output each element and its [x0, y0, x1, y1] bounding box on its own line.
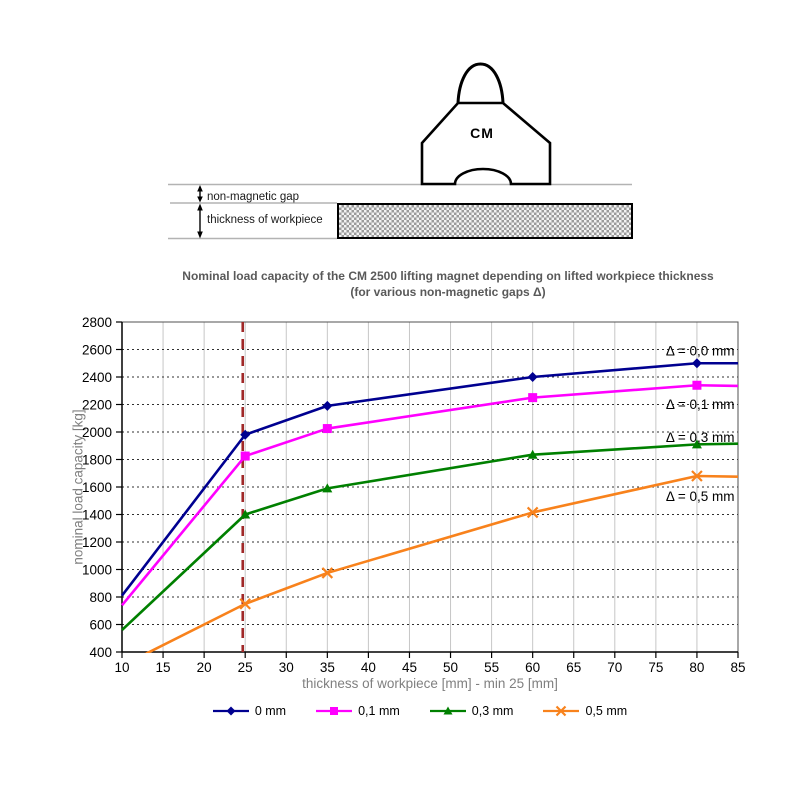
marker-square — [330, 707, 339, 715]
x-tick-label: 40 — [361, 660, 376, 675]
x-tick-label: 55 — [484, 660, 499, 675]
magnet-label: CM — [470, 125, 494, 141]
marker-diamond — [527, 372, 538, 382]
x-tick-label: 10 — [114, 660, 129, 675]
marker-x — [556, 705, 567, 717]
series-annotation: Δ = 0,0 mm — [666, 343, 735, 358]
marker-square — [322, 424, 332, 434]
legend-label: 0,5 mm — [585, 704, 628, 718]
x-axis-label: thickness of workpiece [mm] - min 25 [mm… — [302, 676, 558, 691]
x-tick-label: 20 — [197, 660, 212, 675]
series-1 — [121, 380, 739, 607]
workpiece-hatched-block — [337, 203, 633, 239]
marker-square — [240, 451, 250, 461]
marker-x — [526, 506, 539, 519]
y-tick-label: 600 — [89, 617, 112, 632]
marker-x — [691, 470, 703, 482]
y-tick-label: 2400 — [82, 370, 112, 385]
x-tick-label: 70 — [607, 660, 622, 675]
marker-triangle — [322, 483, 333, 493]
magnet-body — [420, 101, 552, 186]
y-tick-label: 2000 — [82, 425, 112, 440]
marker-diamond — [691, 358, 702, 369]
x-tick-label: 45 — [402, 660, 417, 675]
series-annotation: Δ = 0,1 mm — [666, 397, 735, 412]
legend-label: 0,3 mm — [471, 704, 514, 718]
x-tick-label: 15 — [156, 660, 171, 675]
legend-label: 0,1 mm — [358, 704, 400, 718]
series-annotation: Δ = 0,5 mm — [666, 489, 735, 504]
y-tick-label: 1200 — [82, 535, 112, 550]
x-tick-label: 75 — [648, 660, 663, 675]
x-tick-label: 50 — [443, 660, 458, 675]
thickness-dimension-arrow — [197, 203, 203, 239]
chart-legend: 0 mm 0,1 mm 0,3 mm 0,5 mm — [0, 704, 800, 718]
y-tick-label: 1000 — [82, 562, 112, 577]
y-tick-label: 2600 — [82, 342, 112, 357]
legend-item-2: 0,3 mm — [429, 704, 514, 718]
gap-label: non-magnetic gap — [207, 191, 299, 203]
y-tick-label: 400 — [89, 645, 112, 660]
y-tick-label: 1800 — [82, 452, 112, 467]
marker-diamond — [240, 429, 251, 440]
legend-item-1: 0,1 mm — [316, 704, 400, 718]
series-line-2 — [121, 442, 739, 631]
marker-square — [692, 380, 702, 390]
y-tick-label: 2200 — [82, 397, 112, 412]
legend-swatch-square-icon — [316, 707, 353, 715]
chart-canvas: 400 600 800 1000 1200 1400 1600 1800 2000 2200 240… — [82, 315, 746, 675]
chart-title: Nominal load capacity of the CM 2500 lif… — [96, 269, 800, 300]
marker-triangle — [443, 706, 453, 715]
marker-x — [239, 598, 251, 610]
x-tick-label: 65 — [566, 660, 581, 675]
marker-diamond — [226, 706, 236, 716]
legend-swatch-diamond-icon — [212, 706, 249, 716]
series-line-3 — [144, 474, 739, 653]
thickness-label: thickness of workpiece — [207, 214, 323, 226]
marker-diamond — [322, 400, 333, 411]
y-tick-label: 2800 — [82, 315, 112, 330]
y-tick-label: 800 — [89, 590, 112, 605]
chart-title-line2: (for various non-magnetic gaps Δ) — [350, 284, 546, 299]
chart-title-line1: Nominal load capacity of the CM 2500 lif… — [182, 269, 714, 283]
legend-item-0: 0 mm — [212, 704, 287, 718]
magnet-diagram: CM non-magnetic gap thickness of workpie… — [168, 62, 632, 240]
gap-dimension-arrow — [197, 185, 203, 203]
x-tick-label: 30 — [279, 660, 294, 675]
series-annotation: Δ = 0,3 mm — [666, 430, 735, 445]
legend-label: 0 mm — [254, 704, 287, 718]
x-tick-label: 60 — [525, 660, 540, 675]
x-tick-label: 85 — [730, 660, 745, 675]
y-tick-label: 1400 — [82, 507, 112, 522]
series-3 — [144, 470, 739, 653]
magnet-hoist-ring — [456, 62, 505, 104]
series-0 — [121, 358, 738, 597]
x-tick-label: 25 — [238, 660, 253, 675]
series-line-0 — [121, 361, 738, 597]
marker-triangle — [527, 449, 538, 459]
marker-square — [528, 393, 538, 403]
legend-item-3: 0,5 mm — [543, 704, 627, 718]
series-2 — [121, 439, 739, 631]
series-line-1 — [121, 383, 739, 607]
marker-triangle — [240, 509, 251, 519]
marker-triangle — [691, 439, 702, 449]
marker-x — [321, 567, 334, 579]
x-tick-label: 80 — [689, 660, 704, 675]
y-tick-label: 1600 — [82, 480, 112, 495]
legend-swatch-x-icon — [543, 705, 580, 717]
legend-swatch-triangle-icon — [429, 706, 466, 715]
x-tick-label: 35 — [320, 660, 335, 675]
